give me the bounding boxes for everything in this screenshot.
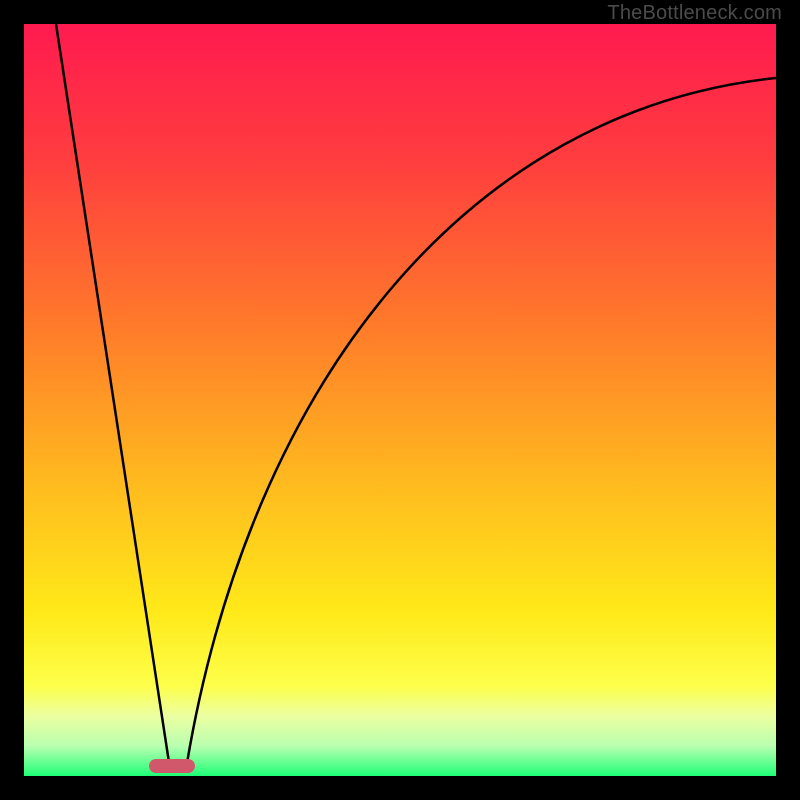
left-curve	[56, 24, 170, 769]
watermark-text: TheBottleneck.com	[607, 2, 782, 25]
chart-frame: TheBottleneck.com	[0, 0, 800, 800]
curve-layer	[24, 24, 776, 776]
min-marker	[149, 759, 195, 773]
plot-area	[24, 24, 776, 776]
right-curve	[186, 78, 776, 769]
